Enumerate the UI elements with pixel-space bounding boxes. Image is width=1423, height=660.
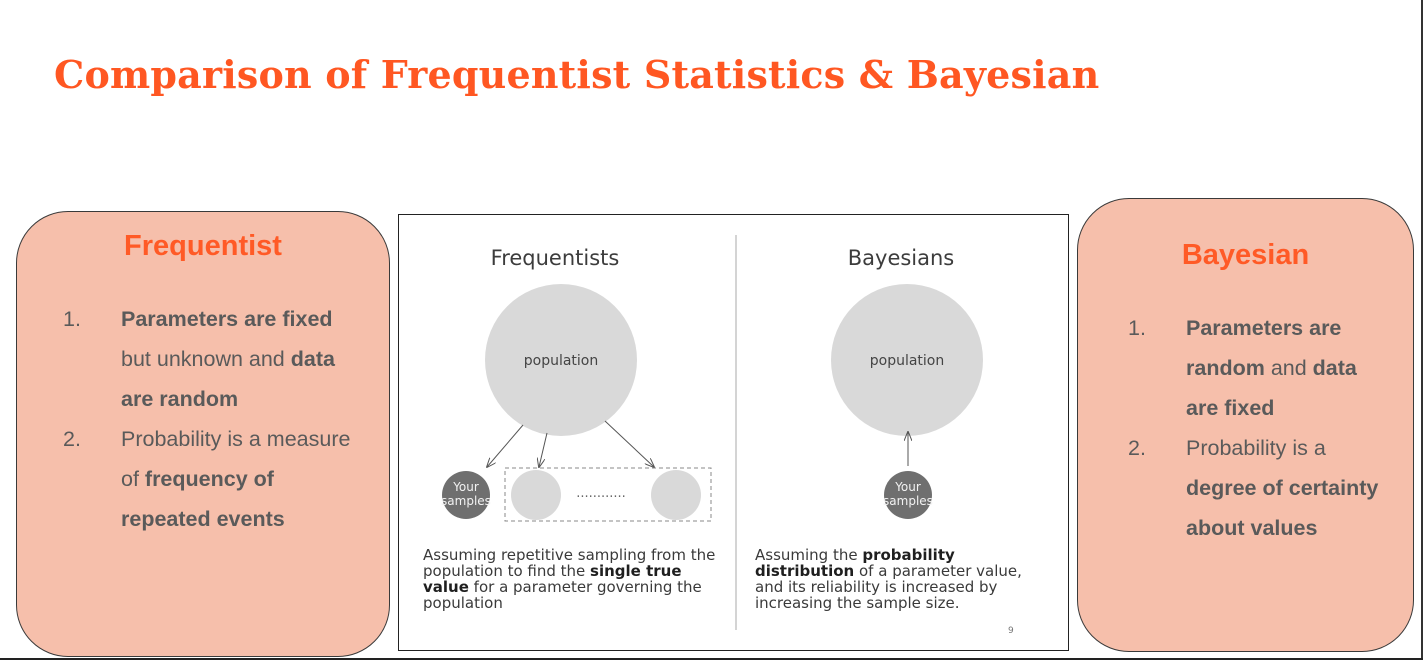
text-regular: Probability is a measure of bbox=[121, 427, 351, 491]
bayesians-caption: Assuming the probability distribution of… bbox=[755, 547, 1035, 611]
text-bold: frequency of repeated events bbox=[121, 467, 285, 531]
sampling-arrow-3 bbox=[604, 420, 654, 467]
bayesian-item-2: 2. Probability is a degree of certainty … bbox=[1128, 428, 1413, 548]
caption-text: for a parameter governing the population bbox=[423, 578, 702, 612]
list-number: 2. bbox=[1128, 436, 1146, 460]
text-bold: Parameters are fixed bbox=[121, 307, 333, 331]
list-number: 2. bbox=[63, 427, 81, 451]
text-regular: Probability is a bbox=[1186, 436, 1326, 460]
caption-bold: probability distribution bbox=[755, 546, 955, 580]
text-regular: and bbox=[1264, 356, 1313, 380]
bayesian-card-heading: Bayesian bbox=[1181, 239, 1310, 271]
text-bold: degree of certainty about values bbox=[1186, 476, 1379, 540]
caption-text: Assuming the bbox=[755, 546, 863, 564]
comparison-diagram: Frequentists population Your samples ...… bbox=[441, 235, 1014, 636]
text-bold: Parameters are random bbox=[1186, 316, 1342, 380]
bayesians-population-circle bbox=[831, 284, 983, 436]
your-samples-label: samples bbox=[441, 494, 491, 508]
your-samples-circle bbox=[884, 471, 932, 519]
ellipsis-dots: ............ bbox=[576, 486, 626, 501]
your-samples-circle bbox=[442, 471, 490, 519]
list-text: Parameters are fixed but unknown and dat… bbox=[121, 299, 357, 419]
frequentist-item-2: 2. Probability is a measure of frequency… bbox=[63, 419, 389, 539]
page-number: 9 bbox=[1008, 626, 1014, 636]
bayesian-list: 1. Parameters are random and data are fi… bbox=[1078, 308, 1413, 548]
repeated-sample-circle bbox=[651, 470, 701, 520]
frequentists-caption: Assuming repetitive sampling from the po… bbox=[423, 547, 723, 611]
frequentist-item-1: 1. Parameters are fixed but unknown and … bbox=[63, 299, 389, 419]
slide-edge-bottom bbox=[0, 658, 1423, 660]
list-text: Probability is a measure of frequency of… bbox=[121, 419, 357, 539]
frequentists-heading: Frequentists bbox=[491, 246, 620, 270]
slide-title: Comparison of Frequentist Statistics & B… bbox=[54, 52, 1100, 97]
bayesian-card: Bayesian 1. Parameters are random and da… bbox=[1077, 198, 1414, 652]
caption-bold: single true value bbox=[423, 562, 682, 596]
comparison-figure: Frequentists population Your samples ...… bbox=[398, 214, 1069, 651]
bayesians-heading: Bayesians bbox=[848, 246, 955, 270]
repeated-sample-circle bbox=[511, 470, 561, 520]
text-bold: data are fixed bbox=[1186, 356, 1357, 420]
your-samples-label: Your bbox=[894, 480, 921, 494]
slide-edge-right bbox=[1421, 0, 1423, 660]
your-samples-label: samples bbox=[883, 494, 933, 508]
repeated-samples-box bbox=[504, 467, 712, 522]
list-number: 1. bbox=[1128, 316, 1146, 340]
text-bold: data are random bbox=[121, 347, 335, 411]
list-number: 1. bbox=[63, 307, 81, 331]
frequentist-list: 1. Parameters are fixed but unknown and … bbox=[17, 299, 389, 539]
frequentist-card: Frequentist 1. Parameters are fixed but … bbox=[16, 211, 390, 657]
caption-text: Assuming repetitive sampling from the po… bbox=[423, 546, 716, 580]
caption-text: of a parameter value, and its reliabilit… bbox=[755, 562, 1022, 612]
bayesian-item-1: 1. Parameters are random and data are fi… bbox=[1128, 308, 1413, 428]
frequentists-population-label: population bbox=[524, 353, 599, 369]
sampling-arrow-1 bbox=[487, 424, 524, 467]
sampling-arrow-2 bbox=[539, 432, 548, 467]
frequentist-card-heading: Frequentist bbox=[124, 230, 282, 262]
list-text: Parameters are random and data are fixed bbox=[1186, 308, 1386, 428]
bayesians-population-label: population bbox=[870, 353, 945, 369]
your-samples-label: Your bbox=[452, 480, 479, 494]
list-text: Probability is a degree of certainty abo… bbox=[1186, 428, 1386, 548]
text-regular: but unknown and bbox=[121, 347, 291, 371]
frequentists-population-circle bbox=[485, 284, 637, 436]
